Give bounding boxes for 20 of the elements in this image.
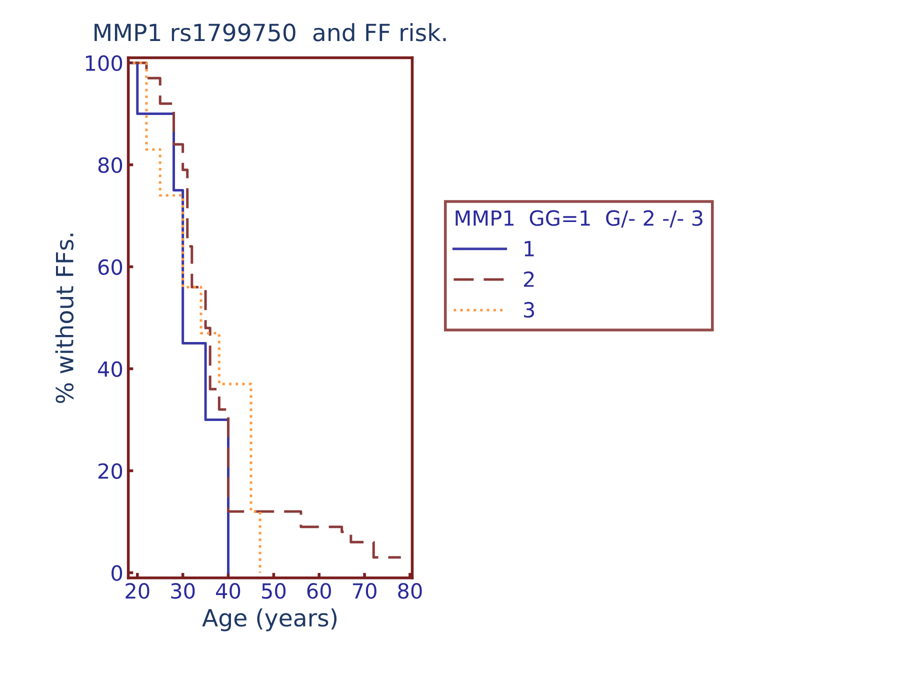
x-tick-label: 60	[307, 583, 331, 599]
x-tick-label: 50	[262, 583, 286, 599]
legend-label: 3	[524, 302, 534, 318]
y-tick-label: 0	[112, 565, 122, 581]
legend-title: MMP1 GG=1 G/- 2 -/- 3	[456, 210, 702, 228]
chart-title: MMP1 rs1799750 and FF risk.	[94, 23, 446, 42]
y-tick-label: 60	[98, 259, 122, 275]
x-tick-label: 20	[126, 583, 150, 599]
y-tick-label: 80	[98, 157, 122, 174]
legend-label: 2	[524, 271, 534, 287]
x-tick-label: 40	[216, 583, 240, 599]
x-tick-label: 70	[352, 583, 376, 599]
x-tick-label: 80	[398, 583, 422, 599]
x-axis-title: Age (years)	[202, 608, 337, 632]
y-tick-label: 40	[98, 361, 122, 377]
y-tick-label: 100	[86, 55, 122, 72]
y-axis-title: % without FFs.	[55, 234, 74, 404]
legend-label: 1	[524, 241, 534, 256]
x-tick-label: 30	[171, 583, 195, 599]
y-tick-label: 20	[98, 463, 122, 479]
